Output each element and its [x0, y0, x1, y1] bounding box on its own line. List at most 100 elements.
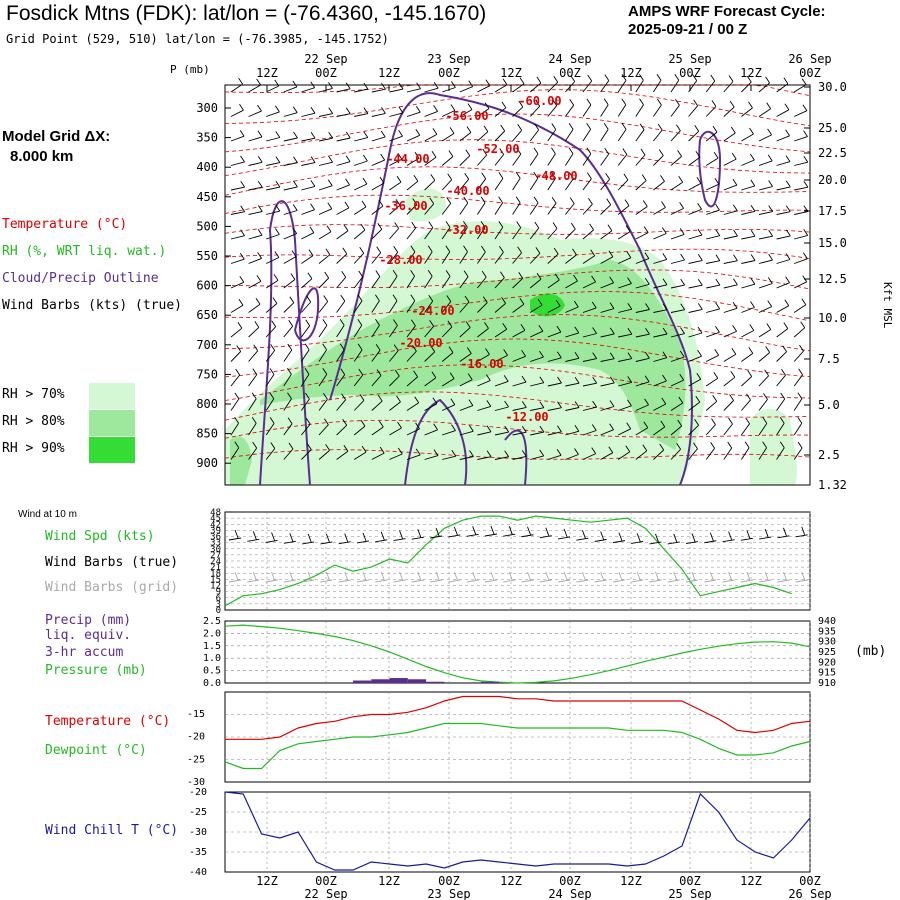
bottom-time-tick: 00Z: [315, 874, 337, 888]
wind-speed-tick: 36: [210, 533, 221, 543]
wind-barb: [230, 205, 246, 215]
temp-tick: -25: [187, 754, 205, 765]
grid-point-subtitle: Grid Point (529, 510) lat/lon = (-76.398…: [6, 32, 389, 46]
wind-barb: [565, 98, 575, 117]
wind-barb: [318, 271, 330, 289]
pressure-tick: 930: [818, 637, 836, 648]
wind-barb: [530, 425, 545, 436]
rh-region-3: [260, 260, 686, 450]
wind-barb: [635, 398, 649, 411]
wind-barb: [389, 198, 401, 215]
isotherm-label: -36.00: [384, 199, 427, 213]
wind-barb-true: [393, 530, 406, 542]
temp-tick: -15: [187, 709, 205, 720]
cloud-outline: [698, 130, 722, 208]
wind-barb: [230, 252, 245, 264]
height-tick-label: 17.5: [818, 204, 847, 218]
wind-barb: [371, 222, 383, 240]
wind-barb: [688, 254, 703, 264]
wind-barb: [318, 179, 333, 191]
wind-barb: [741, 347, 754, 362]
wind-barb: [301, 367, 310, 387]
wind-barb: [758, 441, 767, 460]
wind-barb: [635, 375, 650, 387]
wind-barb: [600, 327, 615, 338]
wind-barb: [353, 223, 366, 240]
isotherm-line: [224, 89, 811, 127]
wind-barb: [336, 319, 345, 338]
wind-barb: [741, 417, 750, 436]
wind-barb: [776, 345, 787, 362]
windchill-tick: -30: [189, 827, 207, 838]
wind-barb: [301, 203, 315, 215]
wind-barb-grid: [521, 571, 534, 583]
wind-barb: [723, 229, 738, 240]
wind-barb: [653, 420, 666, 436]
wind-barb: [512, 196, 521, 215]
wind-barb: [406, 448, 421, 460]
wind-barb: [389, 319, 398, 338]
wind-barb: [688, 372, 702, 387]
wind-barbs-grid-label: Wind Barbs (grid): [45, 580, 179, 595]
top-time-tick: 00Z: [315, 66, 337, 80]
height-tick-label: 12.5: [818, 272, 847, 286]
wind-barb: [424, 245, 433, 264]
wind-speed-label: Wind Spd (kts): [45, 529, 155, 544]
isotherm-line: [224, 194, 811, 214]
wind-barb: [406, 198, 418, 215]
wind-barb-true: [283, 533, 296, 544]
wind-barb: [477, 102, 490, 117]
wind-barb: [424, 221, 434, 240]
wind-barb: [547, 351, 562, 362]
wind-barb: [512, 450, 527, 460]
wind-barb: [617, 225, 631, 240]
bottom-time-tick: 12Z: [740, 874, 762, 888]
wind-barb: [477, 425, 492, 436]
wind-barb: [389, 395, 401, 411]
wind-barb: [617, 445, 631, 460]
wind-barb: [547, 376, 562, 387]
wind-barb: [741, 153, 755, 166]
wind-barb: [424, 81, 439, 93]
wind-barb: [705, 395, 718, 411]
wind-barb: [741, 101, 753, 117]
wind-barb: [512, 124, 523, 142]
wind-barb: [688, 349, 702, 362]
wind-barb: [706, 229, 721, 240]
wind-barb: [600, 147, 610, 166]
legend-rh90-label: RH > 90%: [2, 441, 65, 456]
wind-barb: [794, 252, 808, 264]
wind-speed-tick: 15: [210, 575, 221, 585]
wind-barb: [283, 227, 298, 240]
pressure-tick: 935: [818, 626, 836, 637]
wind-barb: [705, 371, 719, 387]
temp-tick: -30: [187, 777, 205, 788]
wind-barb-true: [740, 530, 753, 541]
pressure-tick: 910: [818, 678, 836, 689]
wind-barb: [371, 369, 382, 387]
wind-barb: [512, 272, 524, 289]
temperature-label: Temperature (°C): [45, 714, 171, 729]
wind-barb: [793, 298, 807, 313]
wind-barb: [441, 221, 451, 240]
windchill-label: Wind Chill T (°C): [45, 823, 179, 838]
bottom-time-tick: 00Z: [799, 874, 821, 888]
wind-barb: [688, 203, 702, 215]
wind-barb: [758, 128, 772, 142]
height-tick-label: 5.0: [818, 398, 840, 412]
wind-barb: [494, 221, 504, 240]
wind-barb: [318, 248, 331, 264]
wind-barb: [353, 368, 364, 387]
wind-barb-grid: [631, 571, 644, 583]
isotherm-label: -48.00: [534, 169, 577, 183]
wind-barb-true: [557, 528, 571, 540]
cross-section-frame: [224, 84, 811, 486]
wind-barb: [618, 422, 632, 436]
legend-rh90-swatch: [89, 437, 135, 463]
wind-barb-grid: [393, 571, 406, 583]
isotherm-label: -20.00: [399, 336, 442, 350]
wind-barb-grid: [759, 571, 772, 583]
wind-barb: [776, 322, 789, 338]
wind-barb: [354, 177, 368, 191]
wind-barb: [512, 147, 522, 166]
